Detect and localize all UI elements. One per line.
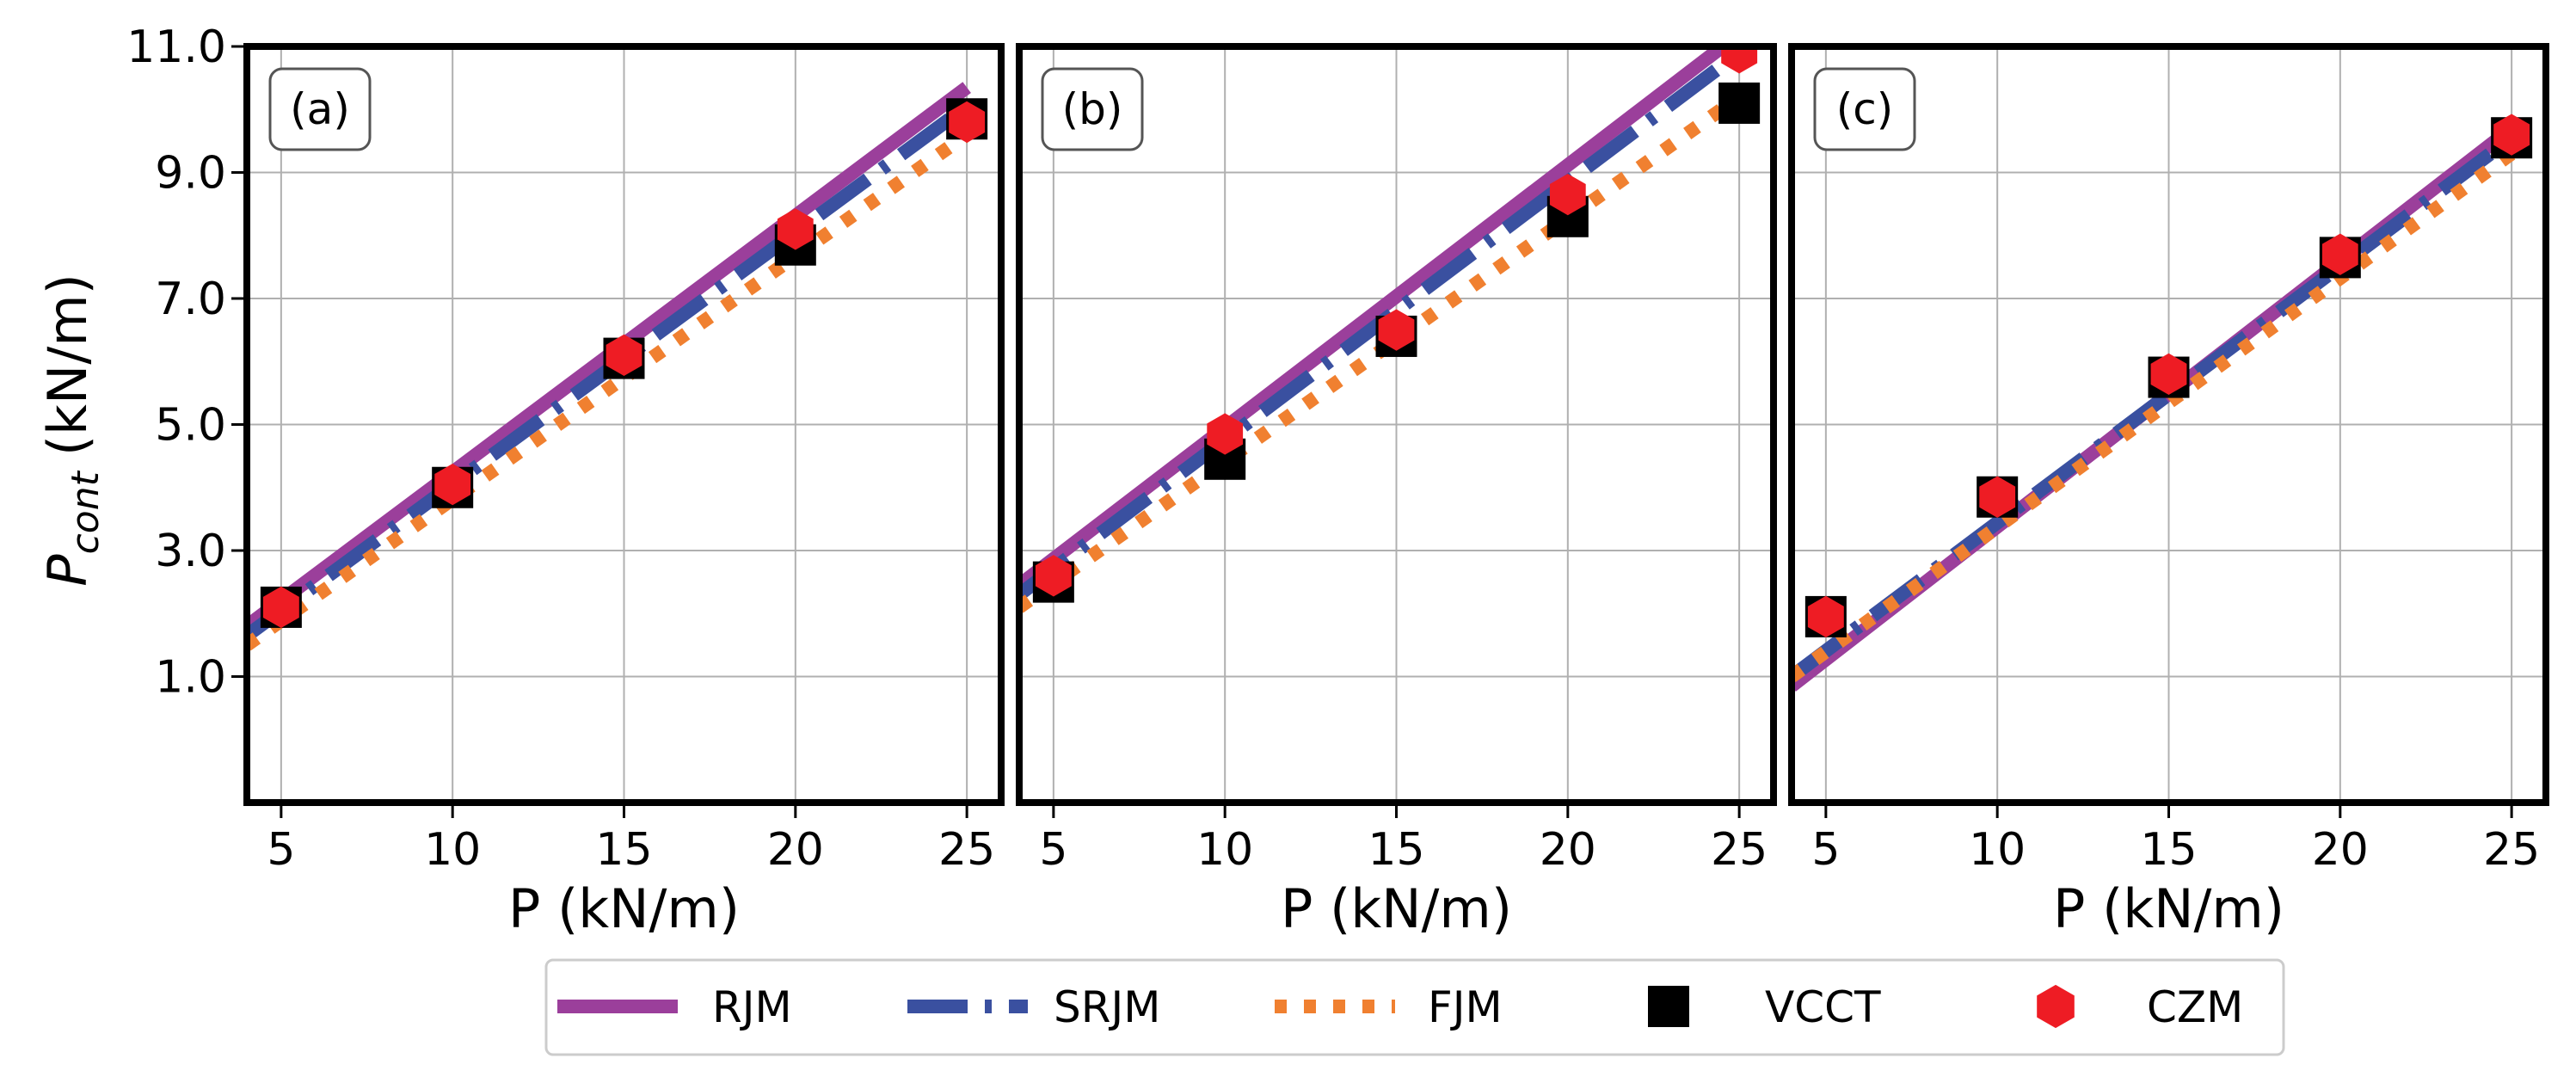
x-tick-label: 20 [2312,824,2369,876]
y-tick-label: 11.0 [126,22,226,73]
czm-marker [2150,353,2187,396]
panel-3: 5 10 15 20 25 P (kN/m) (c) [1788,43,2549,940]
x-tick-label: 10 [424,824,481,876]
data-layer [1019,46,1761,613]
y-axis-label: Pcont (kN/m) [36,274,108,587]
czm-marker [2493,114,2530,156]
panel-label: (c) [1836,84,1894,134]
czm-marker [949,101,986,144]
panel-label-box [1813,67,1916,151]
x-tick-label: 15 [1368,824,1424,876]
y-tick-label: 7.0 [155,274,226,325]
x-tick-label: 15 [595,824,652,876]
czm-marker [1721,46,1758,74]
y-tick-label: 9.0 [155,148,226,200]
y-tick-label: 3.0 [155,526,226,577]
panel-label-box [268,67,372,151]
x-tick-label: 25 [1711,824,1768,876]
panel-frame [243,43,1005,806]
czm-marker [1035,555,1072,597]
czm-marker [1378,309,1415,351]
y-axis-label-main: P [36,554,99,587]
legend-label-rjm: RJM [712,982,792,1032]
legend-label-srjm: SRJM [1054,982,1160,1032]
panel-2: 5 10 15 20 25 P (kN/m) (b) [1016,43,1777,940]
legend-entry-czm: CZM [2037,982,2243,1032]
czm-marker [1549,173,1586,216]
x-tick-label: 25 [2483,824,2540,876]
x-tick-label: 5 [267,824,295,876]
legend-entry-rjm: RJM [557,982,792,1032]
x-tick-label: 5 [1039,824,1067,876]
czm-marker [2321,233,2358,275]
x-tick-label: 10 [1969,824,2026,876]
x-tick-label: 20 [767,824,824,876]
legend-entry-fjm: FJM [1275,982,1503,1032]
legend-frame [544,958,2285,1056]
series-line-fjm [1792,148,2516,682]
x-tick-label: 15 [2140,824,2197,876]
y-tick-label: 5.0 [155,400,226,452]
panel-frame [1788,43,2549,806]
legend-label-czm: CZM [2147,982,2243,1032]
y-axis-label-unit: (kN/m) [36,274,99,456]
panels: 5 10 15 20 251.03.05.07.09.011.0P (kN/m)(a)5… [126,22,2549,940]
panel-label: (b) [1062,84,1123,134]
legend-entry-srjm: SRJM [907,982,1160,1032]
panel-frame [1016,43,1777,806]
legend-label-fjm: FJM [1428,982,1503,1032]
panel-label-box [1041,67,1144,151]
czm-marker [606,334,642,377]
legend-swatch-vcct [1648,986,1689,1027]
legend-swatch-czm [2037,984,2075,1029]
czm-marker [262,586,299,629]
x-tick-label: 20 [1540,824,1596,876]
series-line-rjm [1019,46,1735,591]
czm-marker [434,463,471,506]
legend-entry-vcct: VCCT [1648,982,1881,1032]
x-tick-label: 10 [1196,824,1253,876]
y-tick-label: 1.0 [155,652,226,704]
data-layer [1792,114,2533,692]
czm-marker [1807,595,1844,638]
x-axis-label: P (kN/m) [2053,877,2284,940]
legend-label-vcct: VCCT [1765,982,1881,1032]
x-tick-label: 5 [1811,824,1840,876]
x-axis-label: P (kN/m) [508,877,740,940]
czm-marker [1207,413,1244,455]
legend: RJM SRJM FJM VCCT CZM [544,958,2285,1056]
x-axis-label: P (kN/m) [1281,877,1512,940]
y-axis-label-sub: cont [64,470,108,554]
panel-1: 5 10 15 20 25 1.0 3.0 5.0 7.0 9.0 11.0 P (kN/m) (a) [126,22,1005,940]
data-layer [247,82,988,651]
x-tick-label: 25 [938,824,995,876]
czm-marker [777,208,814,250]
panel-label: (a) [290,84,350,134]
series-line-fjm [247,129,971,651]
vcct-marker [1718,82,1761,124]
czm-marker [1979,476,2016,518]
